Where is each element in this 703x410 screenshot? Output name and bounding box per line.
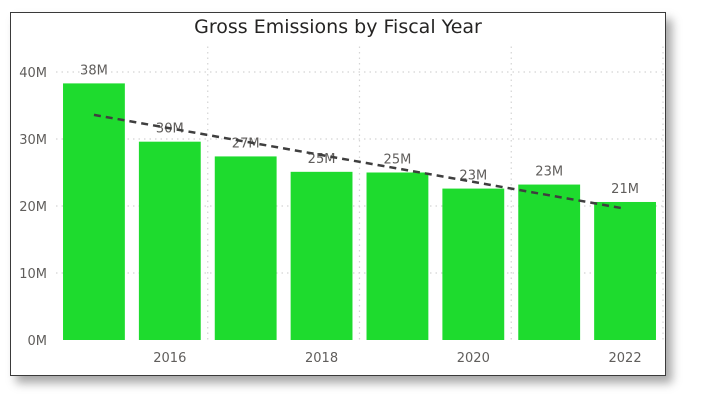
bar-data-label: 23M [535, 165, 563, 180]
chart-title: Gross Emissions by Fiscal Year [194, 16, 482, 38]
bar-chart-plot: 38M30M27M25M25M23M23M21M 0M10M20M30M40M2… [19, 46, 664, 366]
bar [138, 141, 201, 340]
bar-data-label: 25M [308, 152, 336, 167]
bar [63, 83, 125, 340]
bar [518, 184, 581, 340]
bar-data-label: 27M [232, 136, 260, 151]
bar [214, 156, 277, 340]
bar-data-label: 38M [80, 63, 108, 78]
bar-data-label: 25M [384, 153, 412, 168]
y-tick-label: 40M [19, 66, 47, 81]
y-tick-label: 20M [19, 200, 47, 215]
axes: 0M 10M 20M 30M 40M 2016 2018 2020 2022 [19, 66, 641, 366]
trendline-layer [93, 113, 626, 210]
x-tick-label: 2018 [305, 351, 338, 366]
bars [63, 83, 656, 340]
bar [290, 171, 353, 340]
y-tick-label: 10M [19, 267, 47, 282]
bar-data-label: 21M [611, 182, 639, 197]
x-tick-label: 2016 [153, 351, 186, 366]
trend-line [93, 113, 626, 210]
bar [442, 188, 505, 340]
chart-card: Gross Emissions by Fiscal Year 38M 30M 27M… [10, 12, 666, 376]
bar [594, 201, 656, 340]
y-tick-label: 30M [19, 133, 47, 148]
bar [366, 172, 429, 340]
x-tick-label: 2022 [609, 351, 642, 366]
y-tick-label: 0M [28, 334, 48, 349]
gridlines [56, 46, 664, 340]
x-tick-label: 2020 [457, 351, 490, 366]
